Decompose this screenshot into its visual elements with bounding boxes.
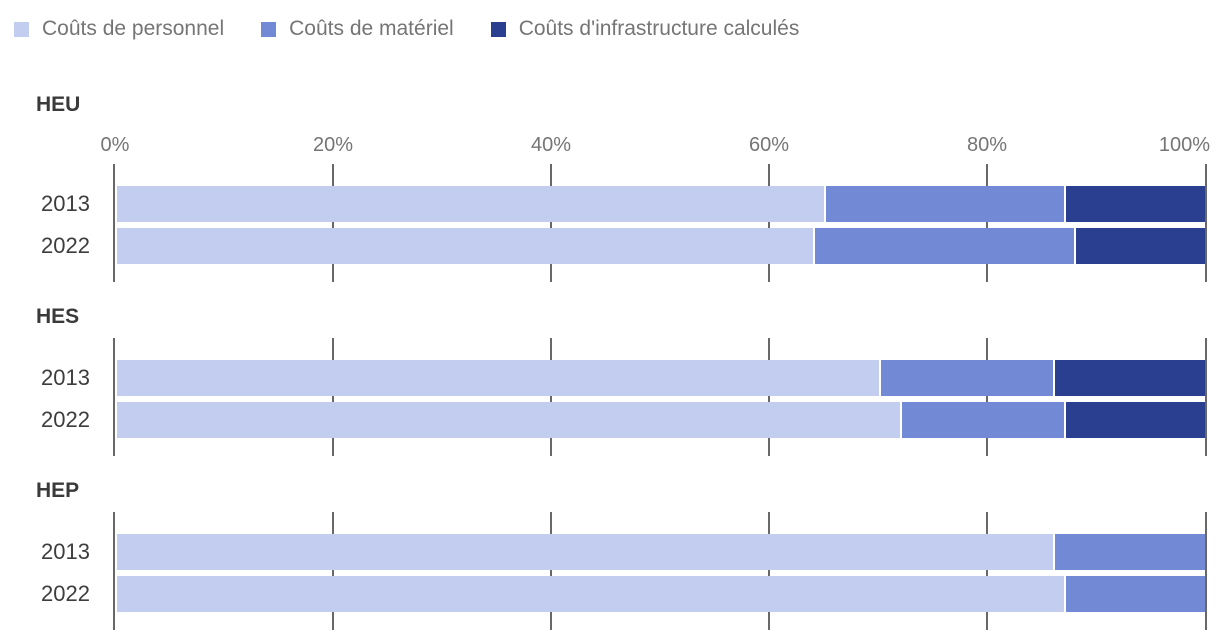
bar-row-2013: 2013: [41, 186, 1205, 222]
bars-container: 2013 2022: [41, 186, 1205, 264]
gridline-tick: [986, 512, 988, 630]
bar-row-2022: 2022: [41, 402, 1205, 438]
bar-segment-1: [117, 576, 1064, 612]
bar-segment-1: [117, 402, 901, 438]
chart-group-hep: HEP 2013 2022: [0, 478, 1220, 630]
gridline-tick: [113, 164, 115, 282]
bar-segment-1: [117, 228, 814, 264]
row-label: 2013: [41, 365, 90, 390]
chart-group-heu: HEU 0% 20% 40% 60% 80% 100% 2013 2022: [0, 92, 1220, 282]
gridline-tick: [1205, 164, 1207, 282]
legend-swatch-icon: [261, 21, 277, 37]
bar-segment-1: [117, 186, 825, 222]
bar-segment-3: [1052, 360, 1205, 396]
gridline-tick: [332, 164, 334, 282]
x-axis-tick-label: 40%: [530, 134, 572, 156]
group-title: HEU: [36, 93, 81, 116]
plot-area: 2013 2022: [41, 512, 1207, 630]
gridline-tick: [113, 338, 115, 456]
chart: HEU 0% 20% 40% 60% 80% 100% 2013 2022 HES 2013 2022…: [0, 92, 1220, 630]
bar-row-2013: 2013: [41, 534, 1205, 570]
x-axis-tick-label: 80%: [966, 134, 1008, 156]
group-title: HES: [36, 305, 80, 328]
bar-segment-2: [813, 228, 1075, 264]
bar-segment-1: [117, 360, 879, 396]
legend-item-label: Coûts d'infrastructure calculés: [518, 17, 800, 40]
legend-item[interactable]: Coûts de matériel: [261, 17, 454, 41]
bar-row-2013: 2013: [41, 360, 1205, 396]
bar-segment-1: [117, 534, 1053, 570]
legend-item[interactable]: Coûts de personnel: [14, 17, 224, 41]
bar-segment-3: [1063, 402, 1205, 438]
bar-segment-2: [1063, 576, 1205, 612]
x-axis-tick-label: 60%: [748, 134, 790, 156]
gridline-tick: [332, 512, 334, 630]
gridline-tick: [332, 338, 334, 456]
gridline-tick: [986, 164, 988, 282]
row-label: 2013: [41, 539, 90, 564]
legend-swatch-icon: [14, 21, 29, 37]
x-axis-labels: 0% 20% 40% 60% 80% 100%: [101, 132, 1210, 158]
bar-row-2022: 2022: [41, 576, 1205, 612]
row-label: 2022: [41, 407, 90, 432]
x-axis-tick-label: 20%: [312, 134, 354, 156]
gridline-tick: [1205, 512, 1207, 630]
row-label: 2022: [41, 581, 90, 606]
x-axis-tick-label: 100%: [1158, 134, 1210, 156]
bar-segment-2: [1052, 534, 1205, 570]
chart-legend: Coûts de personnel Coûts de matériel Coûts…: [0, 0, 1220, 42]
bar-segment-2: [824, 186, 1064, 222]
legend-item-label: Coûts de personnel: [42, 17, 225, 40]
row-label: 2022: [41, 233, 90, 258]
group-title: HEP: [36, 479, 80, 502]
gridline-tick: [113, 512, 115, 630]
gridline-tick: [550, 338, 552, 456]
legend-swatch-icon: [490, 21, 506, 37]
plot-area: 2013 2022: [41, 164, 1207, 282]
legend-item[interactable]: Coûts d'infrastructure calculés: [490, 17, 800, 41]
row-label: 2013: [41, 191, 90, 216]
x-axis-tick-label: 0%: [100, 134, 130, 156]
gridline-tick: [550, 164, 552, 282]
gridline-tick: [550, 512, 552, 630]
gridline-tick: [768, 338, 770, 456]
legend-item-label: Coûts de matériel: [289, 17, 454, 40]
gridline-tick: [1205, 338, 1207, 456]
bar-segment-2: [878, 360, 1053, 396]
bar-row-2022: 2022: [41, 228, 1205, 264]
bars-container: 2013 2022: [41, 360, 1205, 438]
gridline-tick: [768, 512, 770, 630]
gridline-tick: [768, 164, 770, 282]
plot-area: 2013 2022: [41, 338, 1207, 456]
bars-container: 2013 2022: [41, 534, 1205, 612]
gridline-tick: [986, 338, 988, 456]
bar-segment-2: [900, 402, 1064, 438]
bar-segment-3: [1074, 228, 1205, 264]
bar-segment-3: [1063, 186, 1205, 222]
chart-group-hes: HES 2013 2022: [0, 304, 1220, 456]
